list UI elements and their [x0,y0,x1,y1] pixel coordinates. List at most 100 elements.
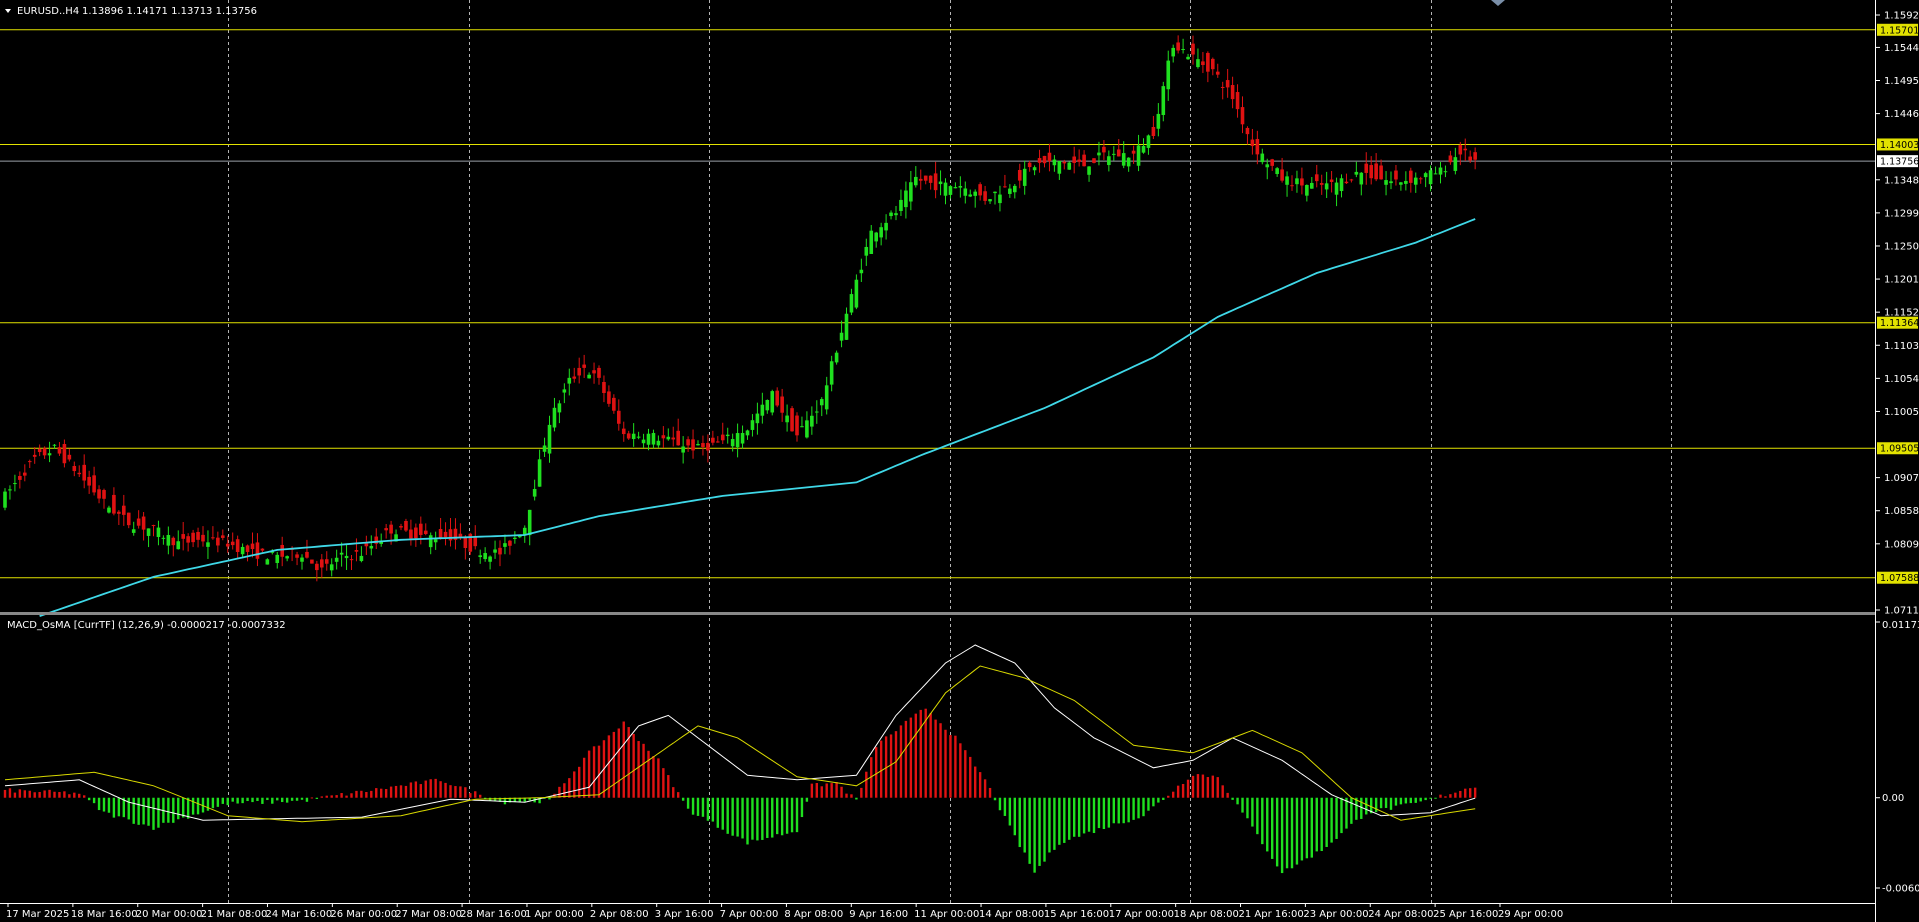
candle-body [1399,182,1403,185]
chart-menu-arrow-icon[interactable] [5,9,11,13]
candle-body [473,536,478,547]
candle-body [1314,174,1319,182]
histogram-bar [132,797,135,824]
price-tick-label: 1.12990 [1884,208,1919,219]
macd-tick-label: -0.006030 [1882,884,1919,895]
histogram-bar [211,797,215,809]
histogram-bar [320,796,323,798]
histogram-bar [107,797,111,813]
candle-body [324,559,329,564]
histogram-bar [726,797,729,834]
histogram-bar [855,797,858,800]
candle-body [1042,155,1047,164]
candle-body [463,536,468,548]
histogram-bar [1127,797,1130,823]
candle-body [800,426,804,428]
histogram-bar [825,783,828,798]
candle-body [617,410,621,424]
candle-body [923,175,928,181]
candle-body [1250,139,1255,147]
time-tick-label: 1 Apr 00:00 [525,909,584,920]
histogram-bar [1013,797,1016,836]
time-tick-label: 18 Apr 08:00 [1174,909,1239,920]
candle-body [1369,165,1373,179]
candle-body [1290,185,1294,187]
histogram-bar [350,793,353,798]
candle-body [572,376,577,379]
histogram-bar [434,778,437,798]
candle-body [1186,56,1190,60]
histogram-bar [870,757,873,798]
candle-body [815,411,819,413]
histogram-bar [127,797,130,820]
histogram-bar [1469,788,1472,798]
level-tag-text: 1.07588 [1880,573,1919,584]
histogram-bar [1132,797,1135,820]
histogram-bar [404,785,408,798]
histogram-bar [761,797,764,840]
macd-line [4,644,1476,821]
histogram-bar [236,797,239,804]
candle-body [1116,149,1121,157]
candle-body [453,528,458,540]
price-axis[interactable]: 1.15920 1.15440 1.14950 1.14460 1.13480 1.129… [1875,11,1919,617]
histogram-bar [1087,797,1091,832]
candle-body [859,269,864,274]
histogram-bar [1211,775,1214,798]
histogram-bar [850,794,853,798]
candle-body [1141,145,1146,153]
time-tick-label: 26 Mar 00:00 [330,909,397,920]
candle-body [1052,159,1057,166]
histogram-bar [607,735,611,798]
histogram-bar [310,797,314,799]
candle-body [1102,146,1106,153]
histogram-bar [266,797,269,801]
candle-body [300,557,304,562]
histogram-bar [1181,783,1185,798]
histogram-bar [186,797,190,819]
candle-body [359,555,364,562]
histogram-bar [483,797,487,799]
histogram-bar [429,779,432,798]
candle-body [216,537,220,546]
shift-marker-icon[interactable] [1491,0,1505,6]
candle-body [725,434,730,437]
histogram-bar [1434,797,1437,799]
candle-body [889,212,893,217]
candle-body [211,537,215,539]
candle-body [988,199,992,202]
candle-body [72,466,77,472]
candle-body [1037,158,1042,163]
histogram-bar [1379,797,1383,809]
candle-body [275,554,280,564]
candle-body [646,433,651,445]
candle-body [1151,126,1156,137]
candle-body [305,551,309,558]
histogram-bar [370,790,373,798]
candle-body [448,529,453,541]
candle-body [107,507,111,513]
histogram-bar [1439,794,1442,798]
histogram-bar [1246,797,1249,819]
histogram-bar [498,797,502,802]
histogram-bar [300,797,304,800]
histogram-bar [1320,797,1323,852]
candle-body [1112,153,1116,155]
current-price-text: 1.13756 [1880,157,1919,168]
histogram-bar [479,794,482,798]
histogram-bar [637,741,640,798]
candle-body [62,443,67,464]
candle-body [1121,153,1126,166]
candle-body [488,556,492,562]
candle-body [948,186,953,195]
candle-body [82,464,86,481]
histogram-bar [939,723,942,798]
histogram-bar [1236,797,1239,805]
candle-body [280,544,284,557]
candle-body [1404,180,1408,184]
candle-body [146,528,151,536]
candle-body [1176,42,1180,51]
candle-body [1211,58,1215,70]
